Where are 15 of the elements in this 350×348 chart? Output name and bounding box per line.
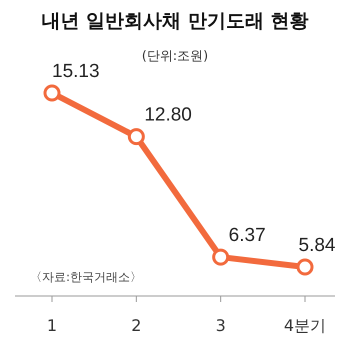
x-tick-label: 3 xyxy=(216,316,226,335)
point xyxy=(128,128,145,146)
data-label: 6.37 xyxy=(228,225,266,246)
chart-title: 내년 일반회사채 만기도래 현황 xyxy=(42,10,308,32)
x-tick-label: 1 xyxy=(46,316,58,335)
x-tick-label: 4분기 xyxy=(284,316,326,335)
point xyxy=(44,84,60,102)
data-label: 15.13 xyxy=(52,61,100,82)
chart-subtitle: (단위:조원) xyxy=(142,49,208,64)
x-tick-label: 2 xyxy=(131,316,142,335)
data-label: 5.84 xyxy=(298,235,336,256)
text: 〈자료:한국거래소〉 xyxy=(30,270,142,284)
point xyxy=(296,258,314,276)
data-label: 12.80 xyxy=(144,104,192,126)
point xyxy=(212,248,230,266)
